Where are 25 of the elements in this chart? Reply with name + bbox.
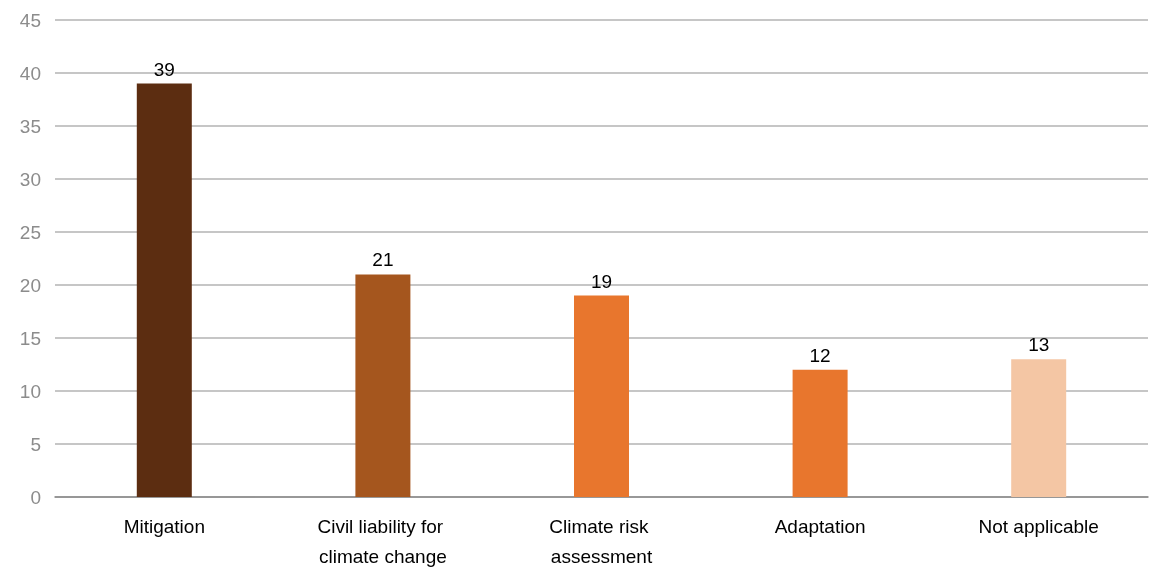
y-tick-label: 45 (19, 9, 41, 31)
x-tick-label: Adaptation (774, 515, 866, 537)
bar (574, 295, 629, 497)
data-label: 39 (153, 58, 175, 80)
y-tick-label: 10 (19, 380, 41, 402)
bar (1011, 359, 1067, 497)
y-tick-label: 0 (30, 486, 41, 508)
y-tick-label: 15 (19, 327, 41, 349)
bar (355, 274, 411, 497)
data-label: 12 (809, 344, 831, 366)
y-tick-label: 20 (19, 274, 41, 296)
bar (136, 83, 192, 497)
bar (792, 369, 848, 497)
y-tick-label: 30 (19, 168, 41, 190)
y-tick-label: 5 (30, 433, 41, 455)
x-tick-label: Not applicable (978, 515, 1099, 537)
y-tick-label: 35 (19, 115, 41, 137)
data-label: 21 (372, 249, 394, 271)
x-tick-label: Mitigation (123, 515, 205, 537)
y-tick-label: 25 (19, 221, 41, 243)
x-tick-label: Climate risk assessment (549, 515, 654, 567)
data-label: 19 (590, 270, 613, 292)
x-tick-label: Civil liability for climate change (317, 515, 449, 567)
y-tick-label: 40 (19, 62, 41, 84)
data-label: 13 (1028, 334, 1050, 356)
